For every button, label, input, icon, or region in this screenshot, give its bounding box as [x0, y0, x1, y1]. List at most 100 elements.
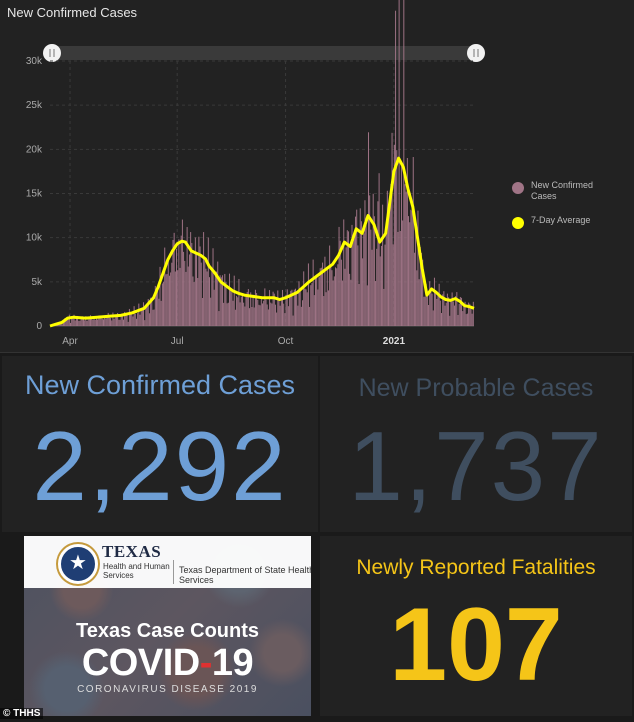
case-bar — [212, 248, 214, 326]
case-bar — [461, 297, 463, 326]
case-bar — [166, 273, 168, 326]
case-bar — [200, 262, 202, 326]
case-bar — [353, 235, 355, 326]
case-bar — [163, 281, 165, 326]
case-bar — [273, 293, 275, 326]
case-bar — [247, 289, 249, 326]
case-bar — [369, 195, 371, 326]
case-bar — [91, 317, 93, 326]
case-bar — [386, 190, 388, 326]
y-tick-label: 15k — [26, 189, 43, 200]
case-bar — [402, 220, 404, 326]
case-bar — [111, 320, 113, 326]
case-bar — [322, 262, 324, 326]
case-bar — [309, 306, 311, 326]
case-bar — [425, 283, 427, 326]
confirmed-cases-value: 2,292 — [32, 411, 288, 521]
case-bar — [285, 294, 287, 326]
case-bar — [118, 319, 120, 326]
case-bar — [452, 301, 454, 326]
probable-cases-value: 1,737 — [348, 411, 604, 521]
case-bar — [240, 296, 242, 326]
case-bar — [167, 259, 169, 326]
case-bar — [356, 209, 358, 326]
case-bar — [157, 290, 159, 326]
case-bar — [355, 216, 357, 326]
case-bar — [260, 296, 262, 326]
case-bar — [104, 316, 106, 326]
case-bar — [446, 293, 448, 326]
case-bar — [126, 313, 128, 326]
case-bar — [463, 304, 465, 326]
case-bar — [468, 302, 470, 326]
case-bar — [147, 299, 149, 326]
case-bar — [205, 268, 207, 326]
case-bar — [382, 204, 384, 326]
case-bar — [217, 261, 219, 326]
case-bar — [375, 281, 377, 326]
case-bar — [131, 313, 133, 326]
case-bar — [161, 283, 163, 326]
case-bar — [74, 320, 76, 326]
case-bar — [346, 230, 348, 326]
case-bar — [342, 280, 344, 326]
fatalities-value: 107 — [389, 587, 563, 703]
case-bar — [216, 271, 218, 326]
case-bar — [135, 318, 137, 326]
probable-cases-panel: New Probable Cases 1,737 — [320, 356, 632, 532]
case-bar — [451, 292, 453, 326]
time-range-track[interactable] — [52, 46, 476, 60]
case-bar — [66, 319, 68, 326]
case-bar — [327, 290, 329, 326]
case-bar — [85, 316, 87, 326]
case-bar — [77, 315, 79, 326]
confirmed-cases-label: New Confirmed Cases — [24, 370, 296, 400]
case-bar — [352, 239, 354, 326]
case-bar — [349, 273, 351, 326]
case-bar — [415, 225, 417, 326]
case-bar — [92, 319, 94, 326]
case-bar — [137, 313, 139, 326]
case-bar — [127, 321, 129, 326]
case-bar — [391, 132, 393, 326]
case-bar — [453, 305, 455, 326]
case-bar — [456, 292, 458, 326]
case-bar — [291, 289, 293, 326]
case-bar — [422, 259, 424, 326]
case-bar — [232, 300, 234, 326]
case-bar — [227, 302, 229, 326]
case-bar — [317, 289, 319, 326]
x-axis-ticks: Apr Jul Oct 2021 — [62, 336, 405, 347]
case-bar — [274, 304, 276, 326]
case-bar — [218, 311, 220, 326]
case-bar — [324, 256, 326, 326]
case-bar — [236, 295, 238, 326]
case-bar — [180, 235, 182, 326]
case-bar — [432, 310, 434, 326]
case-bar — [290, 290, 292, 326]
time-range-handle-right[interactable] — [467, 44, 485, 62]
case-bar — [465, 314, 467, 326]
case-bar — [105, 318, 107, 326]
case-bar — [392, 244, 394, 326]
case-bar — [197, 277, 199, 326]
case-bar — [244, 306, 246, 326]
case-bar — [82, 318, 84, 326]
logo-divider — [173, 560, 174, 584]
case-bar — [360, 221, 362, 326]
case-bar — [459, 296, 461, 326]
case-bar — [125, 313, 127, 326]
time-range-handle-left[interactable] — [43, 44, 61, 62]
case-bar — [412, 157, 414, 326]
case-bar — [160, 300, 162, 326]
case-bar — [86, 320, 88, 326]
case-bar — [445, 302, 447, 326]
case-bar — [143, 302, 145, 326]
covid-wordmark: COVID-19 — [24, 642, 311, 685]
case-bar — [315, 278, 316, 326]
case-bar — [140, 310, 142, 326]
case-bar — [469, 303, 471, 326]
case-bar — [466, 313, 468, 326]
case-bar — [448, 297, 450, 326]
department-name: Texas Department of State Health Service… — [179, 565, 311, 585]
